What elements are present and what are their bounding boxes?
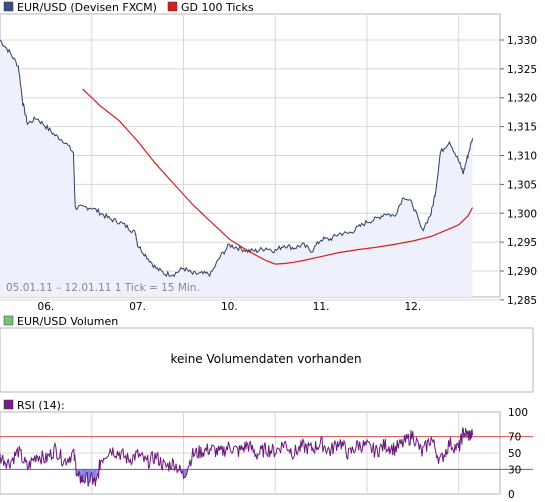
price-y-tick-label: 1,285 <box>507 295 537 307</box>
price-x-tick-label: 07. <box>129 301 146 313</box>
price-x-tick-label: 11. <box>313 301 330 313</box>
legend-swatch-volume <box>3 315 14 326</box>
price-area-fill <box>0 40 473 297</box>
rsi-oversold-fill <box>184 469 186 478</box>
price-x-tick-label: 12. <box>404 301 421 313</box>
ma-series-line <box>82 88 474 265</box>
legend-swatch-price <box>3 1 14 12</box>
price-panel: EUR/USD (Devisen FXCM) GD 100 Ticks 05.0… <box>0 1 537 313</box>
price-x-tick-label: 10. <box>221 301 238 313</box>
rsi-y-tick-label: 50 <box>508 448 521 460</box>
volume-plot-frame <box>0 327 534 393</box>
rsi-series-line <box>0 426 473 487</box>
rsi-y-tick-label: 100 <box>508 407 528 419</box>
price-series-line <box>0 39 473 278</box>
legend-label-ma: GD 100 Ticks <box>181 1 254 14</box>
legend-label-volume: EUR/USD Volumen <box>17 315 118 328</box>
legend-label-rsi: RSI (14): <box>17 399 65 412</box>
legend-swatch-rsi <box>3 399 14 410</box>
price-y-tick-label: 1,300 <box>507 208 537 220</box>
price-y-tick-label: 1,320 <box>507 93 537 105</box>
price-y-tick-label: 1,315 <box>507 122 537 134</box>
legend-label-price: EUR/USD (Devisen FXCM) <box>17 1 157 14</box>
price-legend: EUR/USD (Devisen FXCM) GD 100 Ticks <box>3 1 254 14</box>
price-y-axis: 1,285 1,290 1,295 1,300 1,305 1,310 1,315 1,320… <box>500 35 537 307</box>
rsi-oversold-fill <box>86 469 88 473</box>
rsi-panel: RSI (14): 0 30 50 70 100 <box>0 399 533 501</box>
price-y-tick-label: 1,305 <box>507 179 537 191</box>
volume-empty-message: keine Volumendaten vorhanden <box>170 352 361 366</box>
rsi-y-tick-label: 70 <box>508 432 521 444</box>
rsi-y-tick-label: 0 <box>508 489 515 501</box>
date-range-note: 05.01.11 – 12.01.11 1 Tick = 15 Min. <box>6 282 200 294</box>
rsi-oversold-fill <box>76 469 78 476</box>
rsi-y-axis: 0 30 50 70 100 <box>508 407 528 501</box>
rsi-oversold-fill <box>89 469 90 482</box>
price-x-tick-label: 06. <box>38 301 55 313</box>
volume-panel: EUR/USD Volumen keine Volumendaten vorha… <box>0 315 534 393</box>
price-y-tick-label: 1,330 <box>507 35 537 47</box>
rsi-gridlines <box>0 412 500 494</box>
price-y-tick-label: 1,325 <box>507 64 537 76</box>
rsi-oversold-fill <box>83 469 85 483</box>
price-y-tick-label: 1,310 <box>507 151 537 163</box>
price-x-axis: 06. 07. 10. 11. 12. <box>38 301 422 313</box>
price-y-tick-label: 1,295 <box>507 237 537 249</box>
price-y-tick-label: 1,290 <box>507 266 537 278</box>
legend-swatch-ma <box>167 1 178 12</box>
rsi-y-tick-label: 30 <box>508 464 521 476</box>
